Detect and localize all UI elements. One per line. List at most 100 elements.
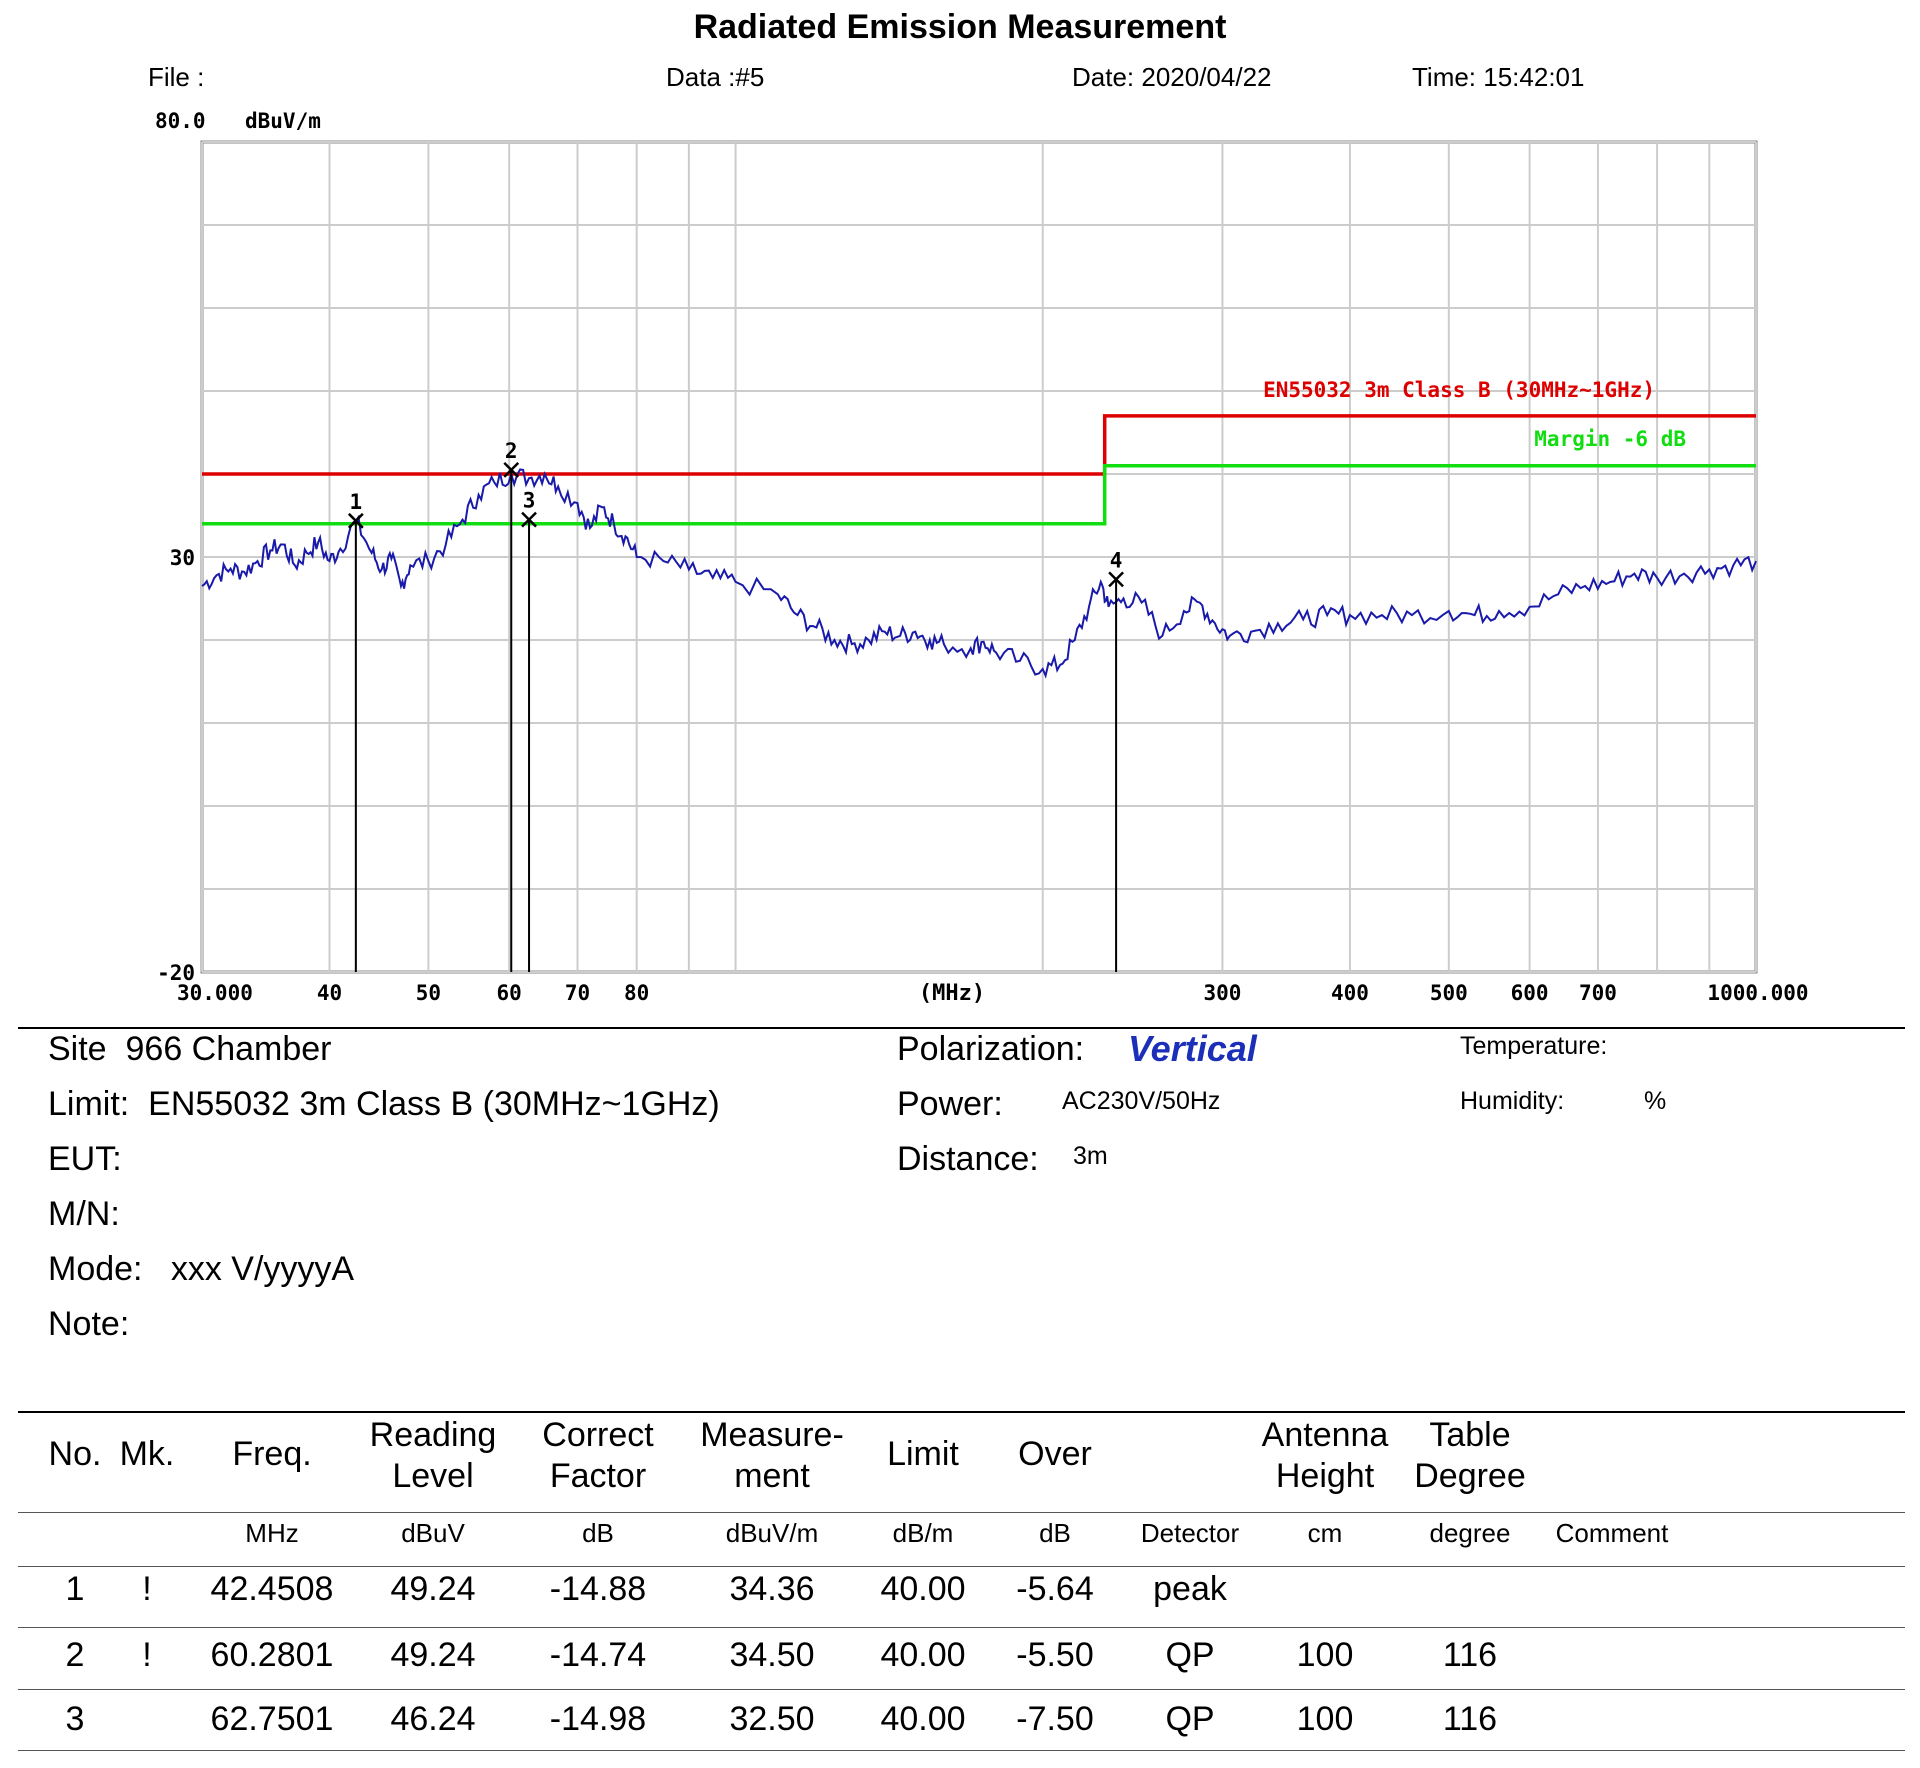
cell-limit: 40.00 <box>880 1570 966 1608</box>
cell-mk: ! <box>142 1636 152 1674</box>
cell-no: 2 <box>65 1636 85 1674</box>
cell-over: -5.64 <box>1016 1570 1094 1608</box>
report-title: Radiated Emission Measurement <box>693 8 1227 46</box>
table-row-rule <box>18 1750 1905 1751</box>
column-unit-factor: dB <box>582 1518 614 1548</box>
cell-height: 100 <box>1296 1636 1354 1674</box>
x-tick-label: 30.000 <box>177 981 253 1005</box>
limit-row: Limit: EN55032 3m Class B (30MHz~1GHz) <box>48 1085 720 1124</box>
site-label: Site <box>48 1030 107 1068</box>
cell-height: 100 <box>1296 1700 1354 1738</box>
temperature-label: Temperature: <box>1460 1032 1608 1060</box>
eut-label: EUT: <box>48 1140 122 1178</box>
date-label: Date: 2020/04/22 <box>1072 62 1272 92</box>
table-unit-rule <box>18 1566 1905 1567</box>
x-tick-label: 700 <box>1579 981 1617 1005</box>
column-unit-detector: Detector <box>1140 1518 1240 1548</box>
polarization-label: Polarization: <box>897 1030 1085 1068</box>
marker-label: 4 <box>1110 548 1123 572</box>
data-label: Data :#5 <box>666 62 765 92</box>
cell-freq: 42.4508 <box>210 1570 334 1608</box>
column-unit-degree: degree <box>1429 1518 1511 1548</box>
column-header-reading: Reading Level <box>369 1416 497 1495</box>
cell-measurement: 34.36 <box>729 1570 815 1608</box>
site-row: Site 966 Chamber <box>48 1030 332 1069</box>
y-tick-label: -20 <box>157 961 195 985</box>
cell-detector: QP <box>1165 1700 1215 1738</box>
cell-limit: 40.00 <box>880 1636 966 1674</box>
column-header-over: Over <box>1018 1435 1092 1473</box>
mode-value: xxx V/yyyyA <box>170 1250 355 1288</box>
distance-label: Distance: <box>897 1140 1039 1178</box>
column-header-degree: Table Degree <box>1414 1416 1526 1495</box>
marker-x <box>347 512 364 529</box>
divider-top <box>18 1027 1905 1029</box>
x-tick-label: 1000.000 <box>1707 981 1808 1005</box>
power-value: AC230V/50Hz <box>1062 1087 1221 1115</box>
x-tick-label: 300 <box>1203 981 1241 1005</box>
y-axis-top-value: 80.0 <box>155 109 206 133</box>
humidity-unit: % <box>1644 1087 1667 1115</box>
column-header-mk: Mk. <box>119 1435 175 1473</box>
site-value: 966 Chamber <box>125 1030 332 1068</box>
y-axis-unit: dBuV/m <box>245 109 321 133</box>
chart-markers: 1 2 3 4 <box>347 439 1124 972</box>
x-tick-label: 60 <box>497 981 522 1005</box>
marker-x <box>521 511 537 528</box>
mode-row: Mode: xxx V/yyyyA <box>48 1250 354 1289</box>
mode-label: Mode: <box>48 1250 143 1288</box>
column-unit-height: cm <box>1307 1518 1343 1548</box>
margin-line-label: Margin -6 dB <box>1534 427 1686 451</box>
mn-label: M/N: <box>48 1195 120 1233</box>
chart-ticks: 30.000 40 50 60 70 80 300 400 500 600 700 1000.000 3… <box>157 546 1809 1005</box>
table-top-rule <box>18 1411 1905 1413</box>
cell-factor: -14.98 <box>549 1700 647 1738</box>
cell-freq: 62.7501 <box>210 1700 334 1738</box>
column-header-height: Antenna Height <box>1261 1416 1389 1495</box>
power-label: Power: <box>897 1085 1003 1123</box>
cell-factor: -14.74 <box>549 1636 647 1674</box>
column-unit-freq: MHz <box>245 1518 299 1548</box>
cell-factor: -14.88 <box>549 1570 647 1608</box>
marker-label: 2 <box>505 439 518 463</box>
distance-value: 3m <box>1073 1142 1108 1170</box>
cell-reading: 49.24 <box>390 1570 476 1608</box>
cell-reading: 46.24 <box>390 1700 476 1738</box>
column-header-no: No. <box>48 1435 102 1473</box>
cell-no: 3 <box>65 1700 85 1738</box>
column-unit-comment: Comment <box>1555 1518 1669 1548</box>
column-unit-measurement: dBuV/m <box>725 1518 819 1548</box>
chart-series <box>201 414 1757 679</box>
cell-mk: ! <box>142 1570 152 1608</box>
x-tick-label: 70 <box>565 981 590 1005</box>
column-unit-reading: dBuV <box>401 1518 465 1548</box>
column-header-freq: Freq. <box>232 1435 312 1473</box>
cell-measurement: 32.50 <box>729 1700 815 1738</box>
file-label: File : <box>148 62 205 92</box>
margin-line <box>202 463 1756 526</box>
column-header-measurement: Measure-ment <box>700 1416 844 1495</box>
cell-limit: 40.00 <box>880 1700 966 1738</box>
marker-x <box>503 461 520 478</box>
marker-label: 3 <box>523 489 536 513</box>
y-tick-label: 30 <box>170 546 195 570</box>
chart-grid <box>201 141 1757 973</box>
column-unit-limit: dB/m <box>892 1518 954 1548</box>
cell-degree: 116 <box>1442 1636 1498 1674</box>
marker-label: 1 <box>350 490 363 514</box>
x-tick-label: 40 <box>317 981 342 1005</box>
emission-trace-line <box>201 468 1757 679</box>
table-row-rule <box>18 1689 1905 1690</box>
note-label: Note: <box>48 1305 130 1343</box>
x-tick-label: 80 <box>624 981 649 1005</box>
x-tick-label: 500 <box>1430 981 1468 1005</box>
limit-label: Limit: <box>48 1085 130 1123</box>
table-row-rule <box>18 1627 1905 1628</box>
cell-over: -7.50 <box>1016 1700 1094 1738</box>
x-tick-label: 400 <box>1331 981 1369 1005</box>
column-header-factor: Correct Factor <box>542 1416 654 1495</box>
x-tick-label: 50 <box>416 981 441 1005</box>
time-label: Time: 15:42:01 <box>1412 62 1585 92</box>
polarization-value: Vertical <box>1128 1028 1257 1069</box>
cell-reading: 49.24 <box>390 1636 476 1674</box>
